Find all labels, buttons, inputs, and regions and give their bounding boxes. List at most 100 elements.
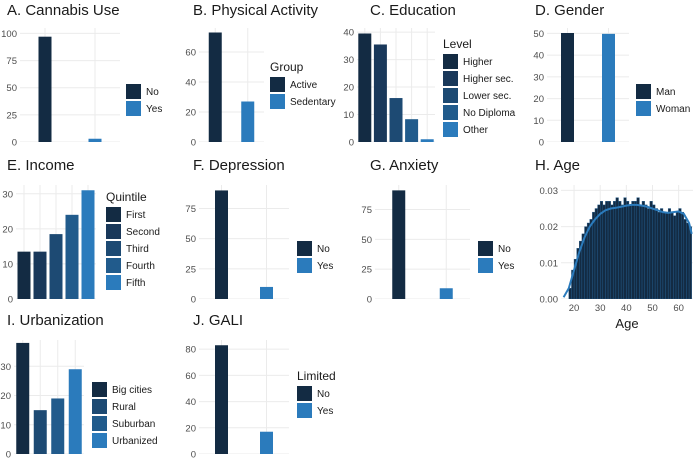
legend-label: Fifth xyxy=(126,278,145,289)
panel-title: J. GALI xyxy=(193,312,243,329)
y-tick-label: 75 xyxy=(6,56,17,67)
legend-key xyxy=(126,101,141,116)
histogram-bin xyxy=(649,201,653,299)
histogram-bin xyxy=(662,211,666,299)
bar-first xyxy=(17,251,31,299)
legend-label: No xyxy=(146,87,159,98)
legend-key xyxy=(92,416,107,431)
y-tick-label: 0 xyxy=(6,450,11,461)
bar-urbanized xyxy=(68,369,82,454)
legend-label: Sedentary xyxy=(290,97,336,108)
legend-label: No xyxy=(317,244,330,255)
legend-label: No xyxy=(498,244,511,255)
y-tick-label: 0.02 xyxy=(540,222,559,233)
legend-label: Man xyxy=(656,87,675,98)
y-tick-label: 30 xyxy=(2,189,13,200)
histogram-bin xyxy=(628,204,632,299)
y-tick-label: 0 xyxy=(191,450,196,461)
histogram-bin xyxy=(639,204,643,299)
y-tick-label: 50 xyxy=(185,234,196,245)
y-tick-label: 100 xyxy=(1,29,17,40)
histogram-bin xyxy=(610,204,614,299)
bar-sedentary xyxy=(241,101,255,142)
y-tick-label: 20 xyxy=(185,423,196,434)
bar-second xyxy=(33,251,47,299)
histogram-bin xyxy=(644,204,648,299)
histogram-bin xyxy=(670,211,674,299)
legend-key xyxy=(126,84,141,99)
legend: Level Higher Higher sec. Lower sec. No Diplo… xyxy=(443,37,516,137)
panel-g: G. Anxiety No Yes xyxy=(370,157,514,299)
legend-key xyxy=(443,54,458,69)
histogram-bin xyxy=(586,222,590,299)
y-tick-label: 0 xyxy=(8,295,13,306)
legend-key xyxy=(106,207,121,222)
y-tick-label: 20 xyxy=(185,108,196,119)
y-tick-label: 10 xyxy=(533,116,544,127)
histogram-bin xyxy=(626,201,630,299)
legend-key xyxy=(297,403,312,418)
bar-fourth xyxy=(65,214,79,299)
histogram-bin xyxy=(631,201,635,299)
bar-man xyxy=(561,32,574,142)
panel-title: F. Depression xyxy=(193,157,285,174)
legend: Limited No Yes xyxy=(297,369,336,418)
legend-label: Yes xyxy=(317,261,333,272)
legend-label: Yes xyxy=(317,406,333,417)
y-tick-label: 20 xyxy=(0,391,11,402)
histogram-bin xyxy=(615,197,619,299)
y-tick-label: 50 xyxy=(6,83,17,94)
legend-label: No xyxy=(317,389,330,400)
legend-key xyxy=(478,258,493,273)
panel-title: G. Anxiety xyxy=(370,157,439,174)
legend-key xyxy=(636,84,651,99)
legend-key xyxy=(443,122,458,137)
x-tick-labels: 20 30 40 50 60 xyxy=(569,303,684,314)
histogram-bin xyxy=(600,201,604,299)
bar-yes xyxy=(439,288,453,299)
y-tick-label: 80 xyxy=(185,345,196,356)
legend-key xyxy=(92,433,107,448)
legend-label: Higher xyxy=(463,57,493,68)
histogram-bin xyxy=(654,208,658,299)
panel-title: B. Physical Activity xyxy=(193,2,319,19)
histogram-bin xyxy=(641,201,645,299)
panel-i: I. Urbanization Big cities Rural Suburban U… xyxy=(7,312,158,454)
histogram-bin xyxy=(683,219,687,299)
bar-yes xyxy=(88,138,102,142)
bar-no xyxy=(38,36,52,142)
legend-label: Third xyxy=(126,244,149,255)
y-tick-label: 60 xyxy=(185,371,196,382)
bar-active xyxy=(208,32,222,142)
histogram-bin xyxy=(686,222,690,299)
y-tick-label: 50 xyxy=(533,29,544,40)
x-tick-label: 60 xyxy=(673,303,684,314)
legend-label: Second xyxy=(126,227,160,238)
legend-key xyxy=(92,399,107,414)
legend-key xyxy=(106,258,121,273)
legend-label: Lower sec. xyxy=(463,91,511,102)
y-tick-label: 40 xyxy=(533,51,544,62)
histogram-bin xyxy=(652,204,656,299)
histogram-bin xyxy=(620,204,624,299)
y-tick-label: 40 xyxy=(185,78,196,89)
legend-key xyxy=(478,241,493,256)
legend-title: Quintile xyxy=(106,190,147,204)
histogram-bin xyxy=(618,201,622,299)
plot-area xyxy=(547,28,629,142)
legend-key xyxy=(106,224,121,239)
histogram-bin xyxy=(678,208,682,299)
y-tick-label: 0 xyxy=(349,138,354,149)
histogram-bin xyxy=(667,208,671,299)
plot-area xyxy=(14,340,84,454)
bar-big-cities xyxy=(16,342,30,454)
histogram-bin xyxy=(613,201,617,299)
panel-d: D. Gender Man Woman xyxy=(535,2,690,142)
plot-area xyxy=(375,185,470,299)
legend-key xyxy=(443,105,458,120)
y-tick-label: 0.01 xyxy=(540,258,559,269)
y-tick-label: 10 xyxy=(343,110,354,121)
legend-label: First xyxy=(126,210,146,221)
histogram-bin xyxy=(605,201,609,299)
